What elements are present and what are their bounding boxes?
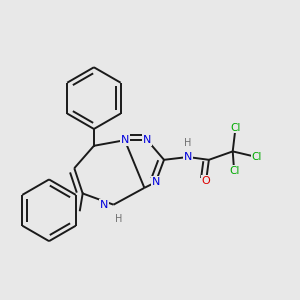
Text: N: N [100, 200, 108, 210]
Text: Cl: Cl [230, 123, 241, 133]
Text: N: N [121, 135, 129, 145]
Text: H: H [184, 138, 191, 148]
Text: N: N [184, 152, 192, 162]
Text: Cl: Cl [229, 166, 239, 176]
Text: Cl: Cl [251, 152, 262, 162]
Text: O: O [202, 176, 211, 186]
Text: N: N [152, 177, 160, 187]
Text: H: H [115, 214, 122, 224]
Text: N: N [143, 135, 152, 145]
